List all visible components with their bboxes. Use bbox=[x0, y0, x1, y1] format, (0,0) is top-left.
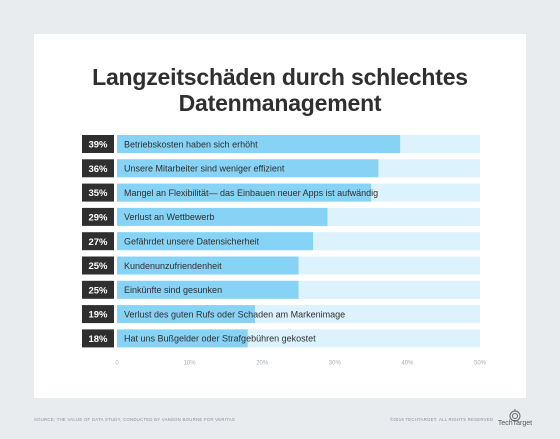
data-label: 25% bbox=[88, 285, 108, 296]
x-tick-label: 50% bbox=[474, 360, 487, 366]
data-label: 27% bbox=[88, 237, 108, 248]
data-label: 25% bbox=[88, 261, 108, 272]
category-label: Einkünfte sind gesunken bbox=[124, 285, 222, 295]
data-label: 39% bbox=[88, 140, 108, 151]
logo-text: TechTarget bbox=[497, 420, 533, 427]
data-label: 18% bbox=[88, 334, 108, 345]
x-tick-label: 40% bbox=[401, 360, 414, 366]
category-label: Mangel an Flexibilität— das Einbauen neu… bbox=[124, 188, 378, 198]
value-badge bbox=[82, 280, 114, 299]
data-label: 36% bbox=[88, 164, 108, 175]
x-tick-label: 20% bbox=[256, 360, 269, 366]
source-note: SOURCE: THE VALUE OF DATA STUDY, CONDUCT… bbox=[34, 417, 235, 422]
x-tick-label: 10% bbox=[184, 360, 197, 366]
techtarget-logo: TechTarget bbox=[495, 408, 535, 430]
value-badge bbox=[82, 305, 114, 324]
chart-title: Langzeitschäden durch schlechtes Datenma… bbox=[34, 64, 526, 116]
bar bbox=[117, 329, 248, 348]
chart-title-line-2: Datenmanagement bbox=[178, 90, 382, 116]
logo-icon bbox=[509, 409, 521, 422]
chart-card: Langzeitschäden durch schlechtes Datenma… bbox=[34, 34, 526, 398]
data-label: 19% bbox=[88, 310, 108, 321]
category-label: Unsere Mitarbeiter sind weniger effizien… bbox=[124, 164, 285, 174]
category-label: Gefährdet unsere Datensicherheit bbox=[124, 237, 260, 247]
bar bbox=[117, 232, 314, 251]
category-label: Verlust an Wettbewerb bbox=[124, 212, 214, 222]
bar bbox=[117, 159, 379, 178]
category-label: Betriebskosten haben sich erhöht bbox=[124, 139, 258, 149]
value-badge bbox=[82, 183, 114, 202]
category-label: Kundenunzufriendenheit bbox=[124, 261, 222, 271]
value-badge bbox=[82, 135, 114, 153]
bar bbox=[117, 280, 299, 299]
value-badge bbox=[82, 207, 114, 226]
value-badge bbox=[82, 256, 114, 275]
bar bbox=[117, 135, 401, 153]
bar bbox=[117, 305, 255, 324]
bar-chart: 39% Betriebskosten haben sich erhöht 36% Un… bbox=[82, 135, 487, 366]
bar bbox=[117, 256, 299, 275]
x-tick-label: 0 bbox=[115, 360, 119, 366]
category-label: Verlust des guten Rufs oder Schaden am M… bbox=[124, 309, 345, 319]
chart-title-line-1: Langzeitschäden durch schlechtes bbox=[92, 64, 468, 90]
x-tick-label: 30% bbox=[329, 360, 342, 366]
data-label: 29% bbox=[88, 213, 108, 224]
value-badge bbox=[82, 232, 114, 251]
category-label: Hat uns Bußgelder oder Strafgebühren gek… bbox=[124, 334, 316, 344]
value-badge bbox=[82, 159, 114, 178]
bar bbox=[117, 183, 372, 202]
value-badge bbox=[82, 329, 114, 348]
copyright-note: ©2019 TECHTARGET. ALL RIGHTS RESERVED bbox=[390, 417, 494, 422]
bar bbox=[117, 207, 328, 226]
data-label: 35% bbox=[88, 188, 108, 199]
